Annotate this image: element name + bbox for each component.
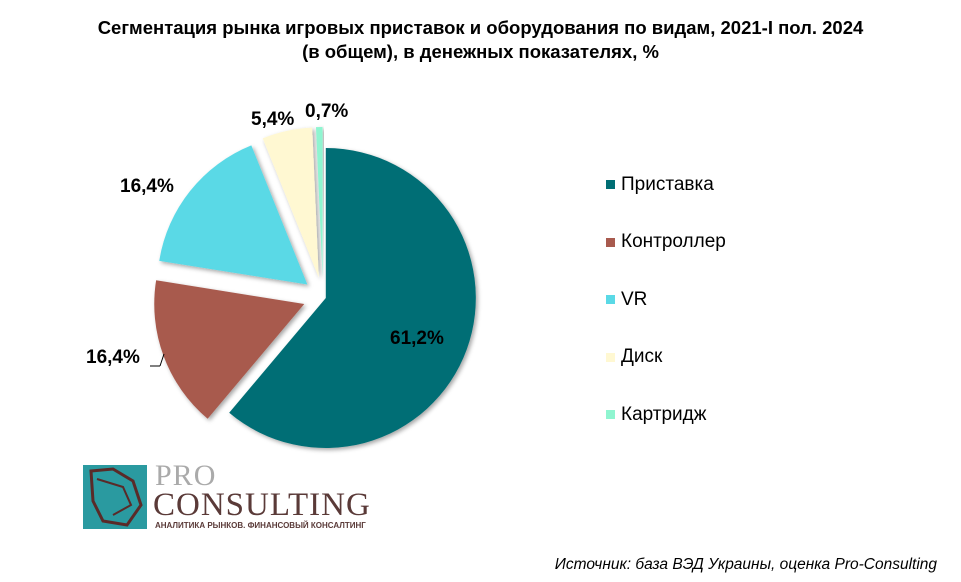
legend-item-disk: Диск	[606, 329, 726, 387]
legend-swatch	[606, 237, 615, 247]
legend-label: Приставка	[621, 173, 714, 195]
leader-line	[159, 353, 165, 367]
legend-swatch	[606, 410, 615, 420]
title-line-2: (в общем), в денежных показателях, %	[302, 41, 659, 62]
data-label-vr: 16,4%	[120, 176, 174, 197]
pie-slice-0	[229, 148, 476, 449]
data-label-disk: 5,4%	[251, 109, 294, 130]
legend-label: Диск	[621, 346, 663, 368]
pie-slice-2	[159, 145, 308, 285]
legend-item-vr: VR	[606, 271, 726, 329]
logo-tagline: АНАЛИТИКА РЫНКОВ. ФИНАНСОВЫЙ КОНСАЛТИНГ	[155, 521, 366, 530]
legend-swatch	[606, 180, 615, 190]
legend-item-pristavka: Приставка	[606, 156, 726, 214]
pie-slice-3	[262, 127, 319, 278]
legend-label: VR	[621, 288, 648, 310]
legend-label: Картридж	[621, 403, 707, 425]
legend-item-kartridzh: Картридж	[606, 386, 726, 444]
rhino-logo-icon	[83, 465, 147, 529]
source-note: Источник: база ВЭД Украины, оценка Pro-C…	[554, 556, 937, 573]
data-label-kontroller: 16,4%	[86, 347, 140, 368]
logo-pro: PRO	[155, 459, 217, 492]
legend-label: Контроллер	[621, 231, 726, 253]
legend-swatch	[606, 352, 615, 362]
chart-title: Сегментация рынка игровых приставок и об…	[0, 16, 961, 64]
data-label-pristavka: 61,2%	[390, 328, 444, 349]
data-label-kartridzh: 0,7%	[305, 101, 348, 122]
legend-swatch	[606, 295, 615, 305]
title-line-1: Сегментация рынка игровых приставок и об…	[97, 17, 864, 38]
pie-slice-4	[315, 127, 323, 278]
logo-consulting: CONSULTING	[153, 487, 371, 523]
pie-slice-1	[154, 280, 305, 419]
legend: Приставка Контроллер VR Диск Картридж	[606, 156, 726, 444]
legend-item-kontroller: Контроллер	[606, 214, 726, 272]
